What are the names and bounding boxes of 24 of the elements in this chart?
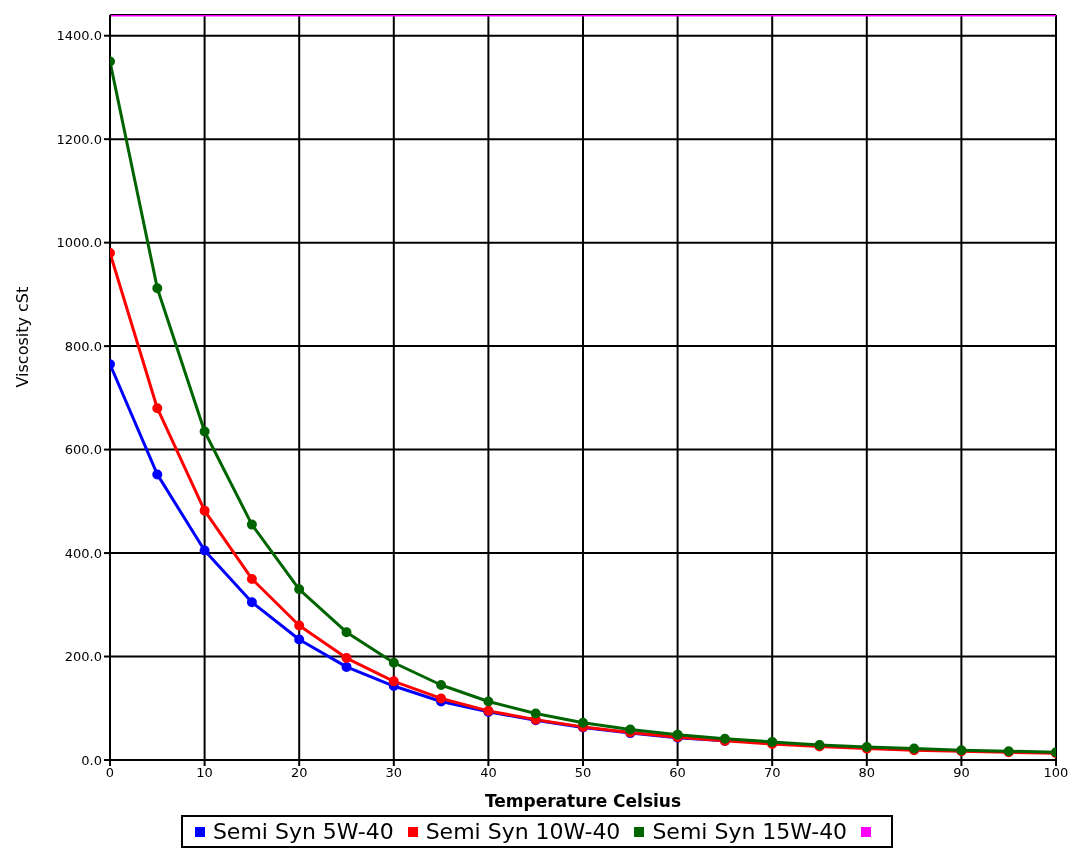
y-tick-label: 800.0 <box>64 338 102 354</box>
y-tick-label: 1000.0 <box>56 235 102 251</box>
x-tick-label: 80 <box>858 765 876 781</box>
y-tick-label: 0.0 <box>81 752 102 768</box>
x-tick-label: 70 <box>763 765 781 781</box>
x-tick-label: 30 <box>385 765 403 781</box>
legend-label: Semi Syn 5W-40 <box>212 819 394 844</box>
legend-label: Semi Syn 10W-40 <box>425 819 621 844</box>
y-tick-label: 600.0 <box>64 442 102 458</box>
y-tick-label: 200.0 <box>64 649 102 665</box>
x-tick-label: 60 <box>669 765 686 781</box>
x-tick-label: 10 <box>196 765 213 781</box>
x-tick-label: 0 <box>105 765 115 781</box>
y-tick-label: 1200.0 <box>56 131 102 147</box>
y-tick-label: 1400.0 <box>56 28 102 44</box>
x-tick-label: 100 <box>1043 765 1069 781</box>
y-axis-title: Viscosity cSt <box>12 286 32 388</box>
x-tick-label: 20 <box>290 765 308 781</box>
legend-label: Semi Syn 15W-40 <box>652 819 848 844</box>
x-tick-label: 90 <box>953 765 970 781</box>
x-tick-label: 40 <box>480 765 497 781</box>
x-axis-title: Temperature Celsius <box>484 791 682 811</box>
y-tick-label: 400.0 <box>64 545 102 561</box>
x-tick-label: 50 <box>574 765 592 781</box>
